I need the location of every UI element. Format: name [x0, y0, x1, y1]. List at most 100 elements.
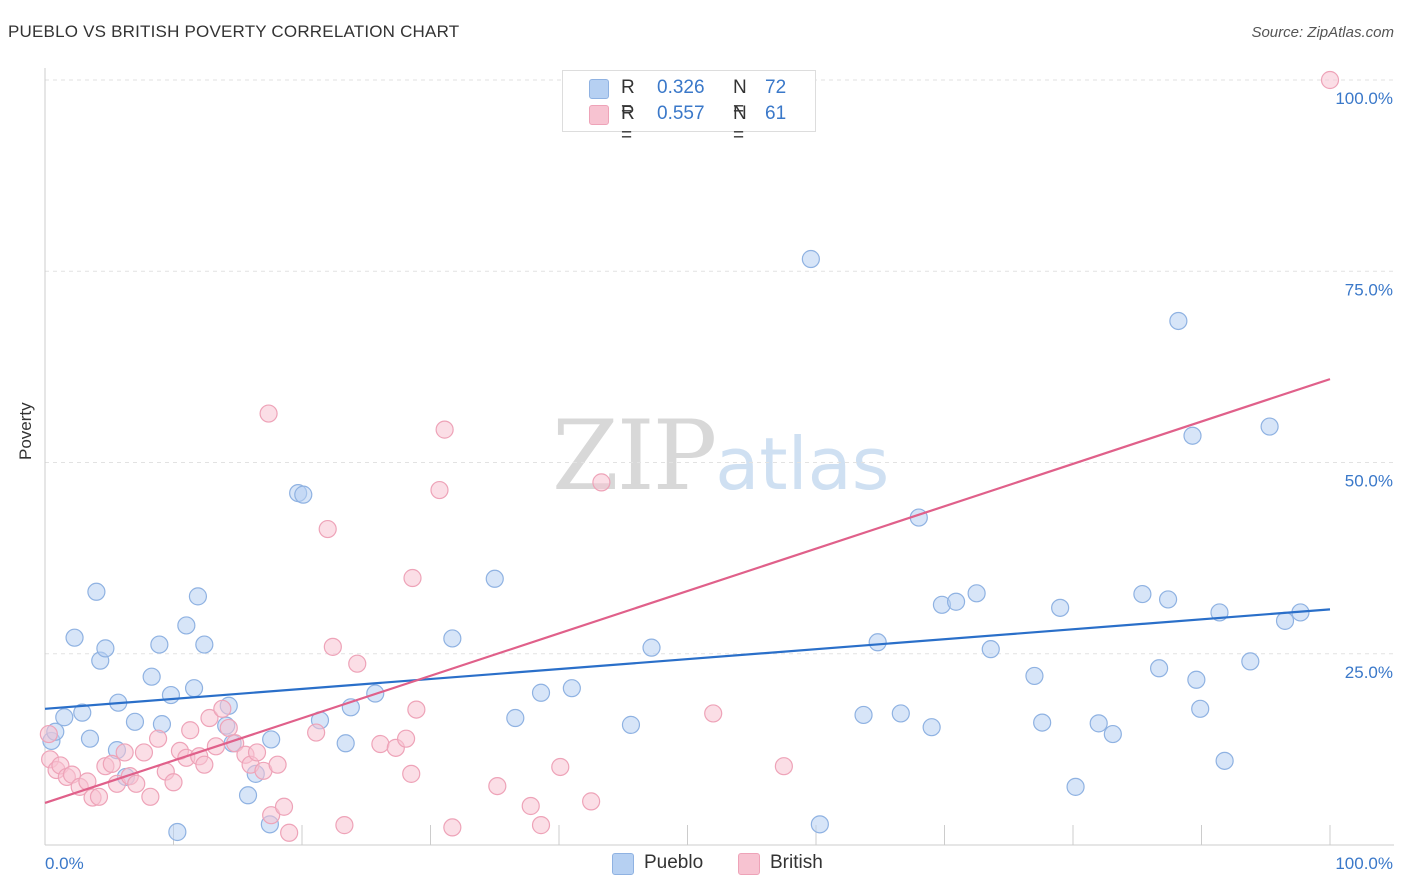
pueblo-point [87, 582, 106, 601]
pueblo-point [1149, 659, 1169, 678]
pueblo-point [1260, 417, 1279, 436]
y-tick-label: 50.0% [1345, 472, 1393, 491]
british-point [164, 773, 183, 792]
british-point [592, 473, 611, 492]
pueblo-point [506, 708, 525, 728]
pueblo-point [125, 712, 145, 731]
british-point [318, 519, 337, 539]
pueblo-point [1133, 584, 1152, 604]
british-point [307, 723, 326, 742]
british-point [102, 754, 121, 774]
pueblo-point [854, 705, 873, 725]
pueblo-point [531, 683, 551, 702]
pueblo-point [80, 729, 100, 748]
british-point [195, 755, 214, 774]
pueblo-point [1215, 751, 1234, 770]
british-point [262, 806, 281, 825]
british-point [531, 816, 551, 835]
pueblo-point [168, 822, 187, 842]
british-point [219, 718, 238, 738]
legend-series-name: Pueblo [644, 852, 704, 873]
pueblo-point [184, 679, 204, 698]
pueblo-point [150, 635, 169, 654]
pueblo-point [981, 640, 1000, 659]
british-point [551, 757, 570, 777]
british-point [280, 823, 299, 842]
pueblo-point [1241, 652, 1260, 671]
pueblo-point [238, 786, 258, 805]
pueblo-point [161, 685, 181, 705]
pueblo-point [55, 708, 74, 727]
british-swatch [738, 853, 760, 875]
chart-title: PUEBLO VS BRITISH POVERTY CORRELATION CH… [8, 22, 460, 41]
legend-n-label: N = [733, 103, 747, 146]
british-point [127, 774, 146, 793]
pueblo-point [1051, 598, 1070, 617]
pueblo-point [73, 703, 92, 722]
pueblo-point [1103, 724, 1122, 744]
pueblo-point [262, 730, 281, 749]
y-tick-label: 75.0% [1345, 280, 1393, 299]
pueblo-point [1033, 713, 1052, 732]
pueblo-point [562, 679, 581, 698]
legend-n-value: 61 [765, 103, 787, 124]
british-point [247, 743, 267, 762]
pueblo-point [1275, 611, 1295, 630]
pueblo-point [65, 628, 84, 647]
y-tick-label: 25.0% [1345, 663, 1393, 682]
watermark: ZIPatlas [552, 400, 889, 512]
pueblo-point [443, 629, 462, 648]
correlation-legend: R = 0.326 N = 72 R = 0.557 N = 61 [562, 70, 816, 146]
pueblo-point [946, 592, 966, 611]
pueblo-point [922, 718, 941, 737]
pueblo-point [177, 616, 196, 635]
british-point [181, 721, 200, 740]
british-swatch [589, 105, 609, 125]
source-label: Source: ZipAtlas.com [1251, 24, 1394, 41]
y-axis-label: Poverty [16, 402, 35, 460]
british-point [582, 792, 601, 811]
british-point [200, 708, 219, 728]
pueblo-point [801, 249, 820, 269]
legend-r-label: R = [621, 103, 635, 146]
british-point [1320, 70, 1340, 90]
pueblo-point [1158, 590, 1178, 609]
british-point [134, 743, 154, 762]
pueblo-point [891, 704, 910, 723]
pueblo-point [967, 584, 986, 603]
british-point [148, 729, 168, 748]
pueblo-point [810, 815, 829, 834]
pueblo-point [621, 715, 641, 734]
british-point [371, 734, 390, 754]
british-point [268, 755, 287, 774]
british-point [323, 637, 342, 656]
british-point [435, 420, 454, 439]
british-point [89, 787, 109, 806]
british-point [213, 699, 232, 718]
pueblo-point [1187, 670, 1206, 689]
pueblo-point [1191, 699, 1210, 718]
pueblo-point [1183, 426, 1202, 445]
pueblo-point [142, 667, 161, 686]
british-point [274, 797, 294, 816]
legend-r-label: R = [621, 77, 635, 120]
pueblo-swatch [589, 79, 609, 99]
british-point [443, 818, 462, 837]
british-point [403, 568, 422, 588]
british-point [39, 724, 58, 744]
british-point [348, 654, 367, 673]
x-tick-label: 100.0% [1335, 854, 1393, 873]
british-point [259, 404, 278, 423]
pueblo-point [1169, 311, 1188, 331]
pueblo-point [485, 569, 504, 588]
british-point [396, 729, 416, 748]
pueblo-point [96, 639, 115, 658]
british-point [407, 700, 426, 719]
british-point [704, 704, 723, 723]
british-point [115, 743, 134, 762]
british-point [430, 480, 449, 500]
y-tick-label: 100.0% [1335, 89, 1393, 108]
pueblo-point [195, 635, 214, 654]
pueblo-point [868, 633, 887, 652]
